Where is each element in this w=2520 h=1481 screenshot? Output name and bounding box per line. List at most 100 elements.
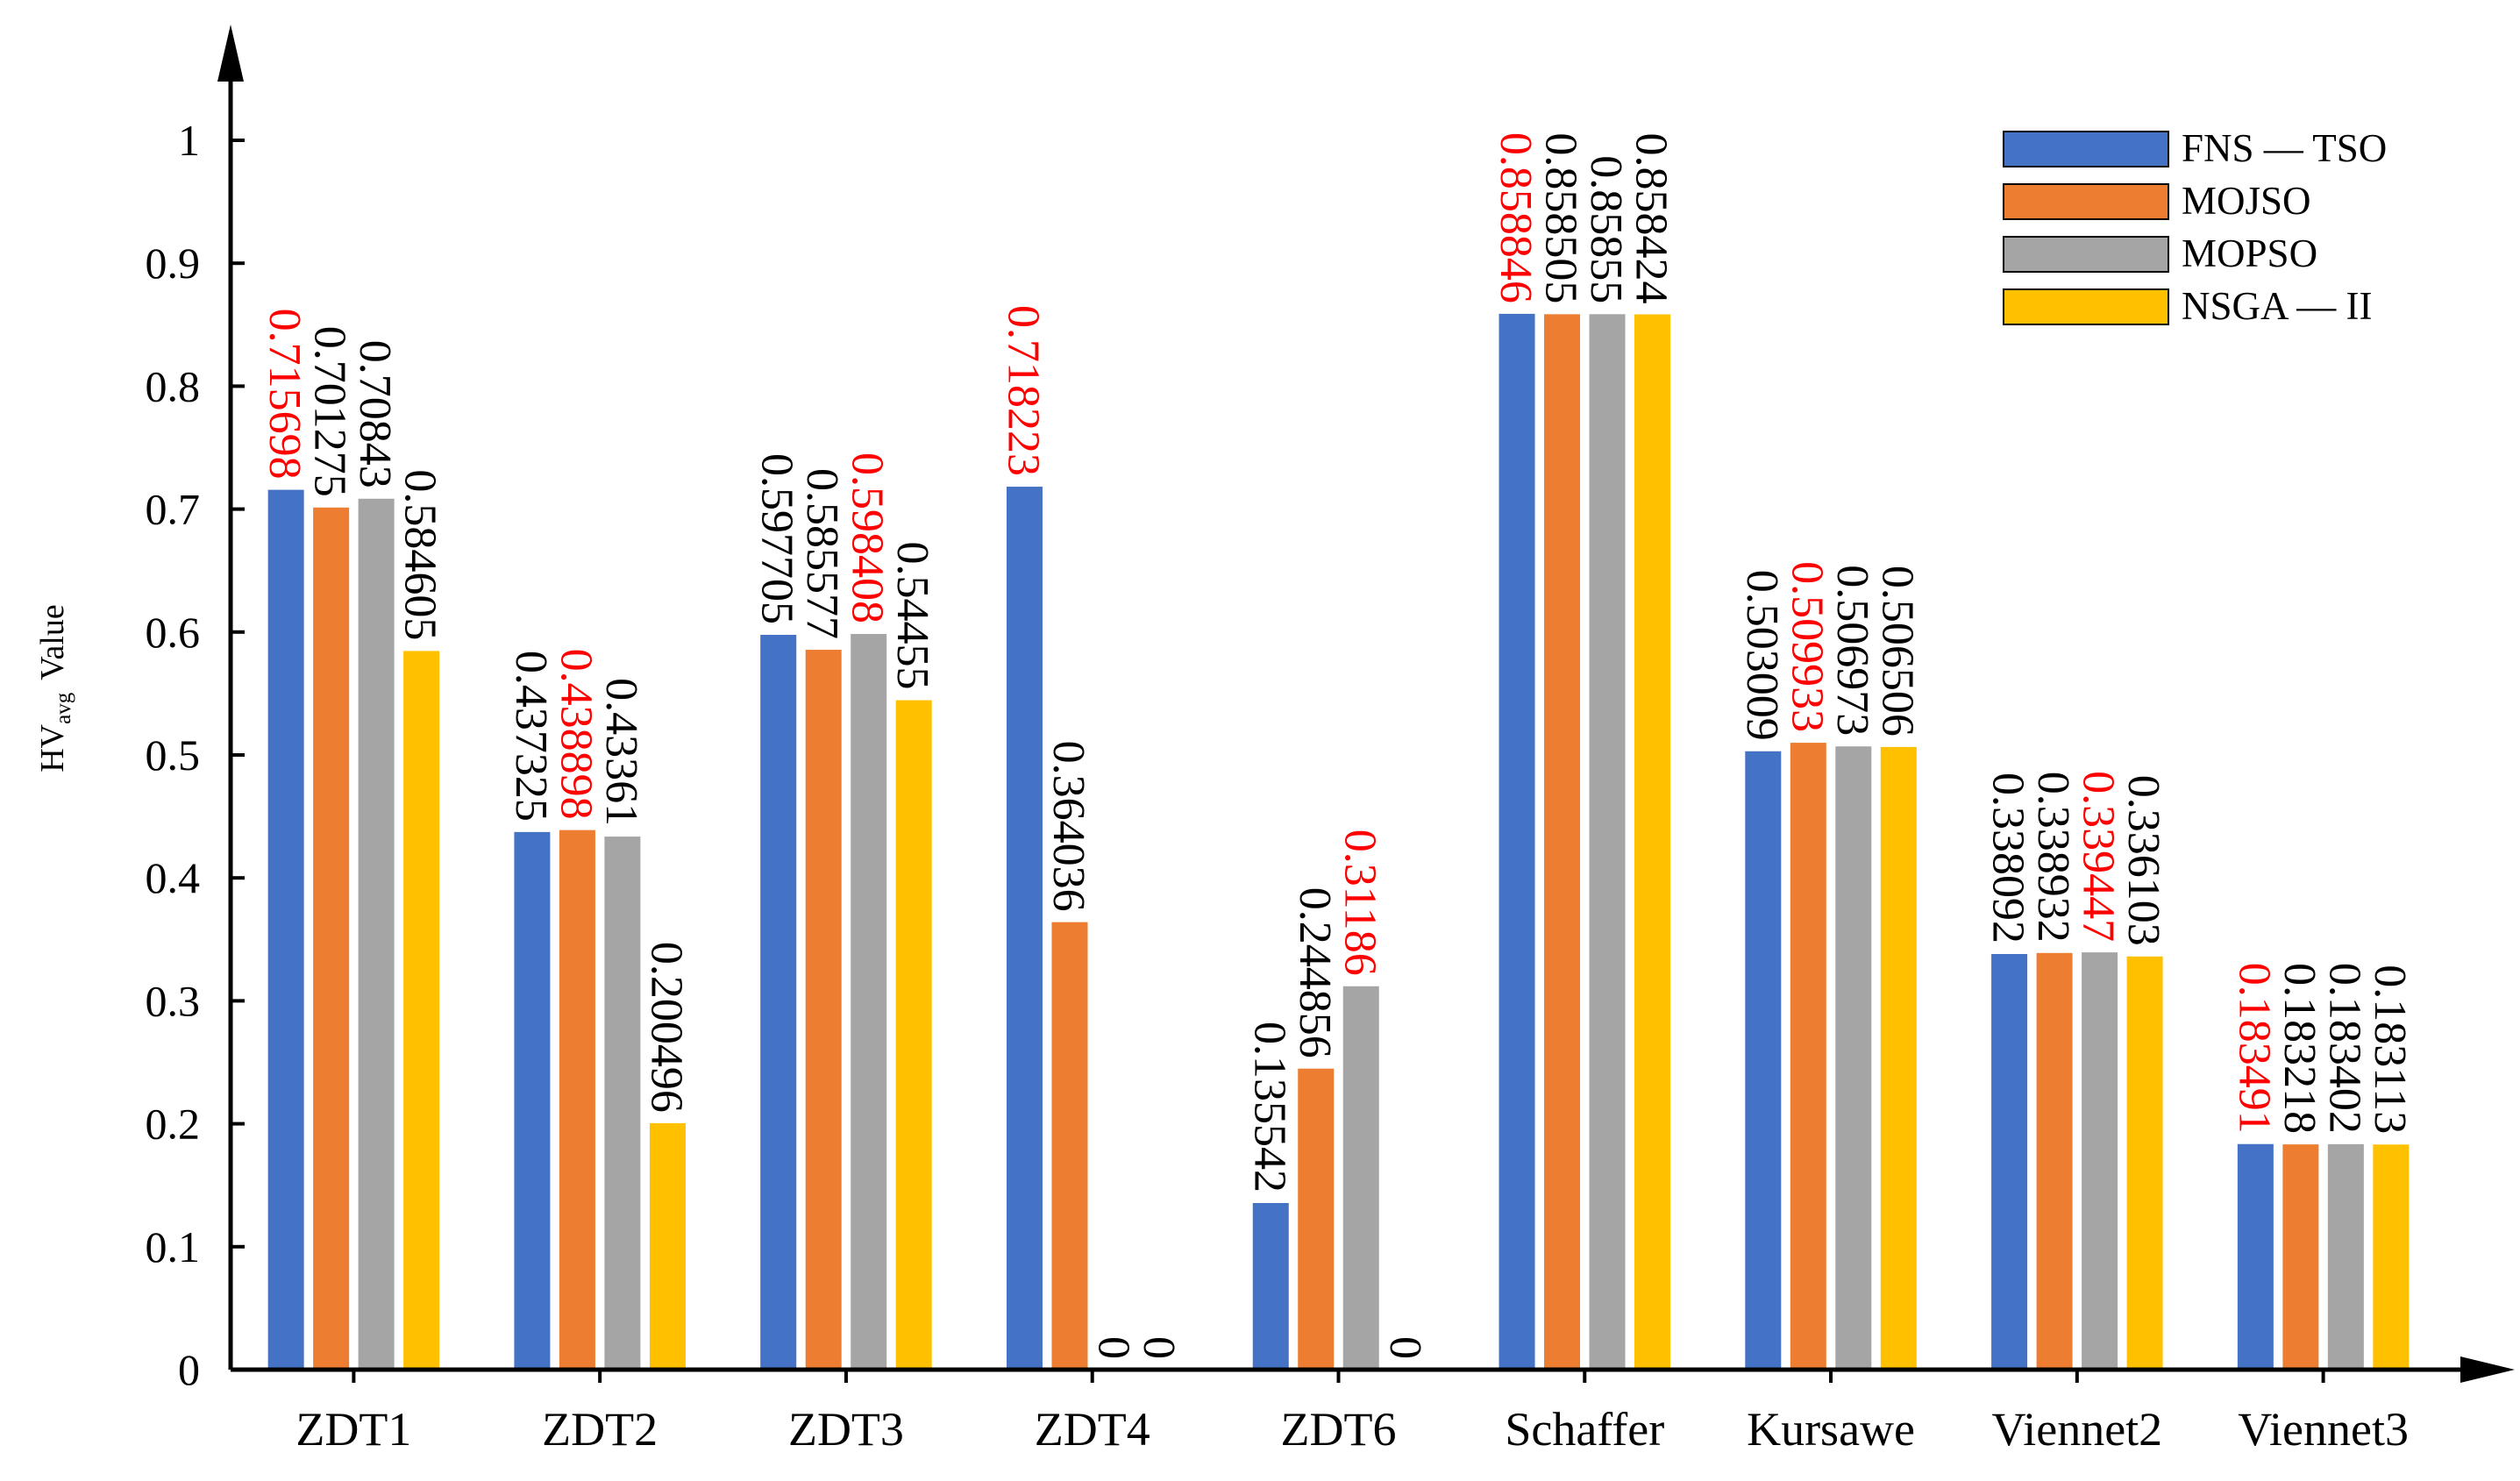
- bar-Viennet2-1: [2036, 952, 2073, 1370]
- y-axis-label: HVavg Value: [34, 604, 75, 773]
- x-tick-label-ZDT4: ZDT4: [1035, 1403, 1150, 1456]
- bar-Kursawe-3: [1880, 746, 1917, 1370]
- bar-Viennet2-2: [2082, 952, 2118, 1370]
- data-label-ZDT1-3: 0.584605: [395, 469, 445, 640]
- x-tick-label-Viennet2: Viennet2: [1991, 1403, 2162, 1456]
- legend-swatch-3: [2003, 288, 2169, 325]
- data-label-Viennet3-3: 0.183113: [2365, 965, 2415, 1134]
- data-label-Kursawe-2: 0.506973: [1827, 565, 1877, 736]
- legend-swatch-2: [2003, 236, 2169, 273]
- data-label-ZDT6-0: 0.135542: [1244, 1022, 1294, 1193]
- y-tick-label-0.7: 0.7: [146, 485, 201, 534]
- bar-ZDT6-0: [1252, 1202, 1289, 1370]
- data-label-Schaffer-1: 0.858505: [1536, 132, 1586, 303]
- data-label-Viennet3-2: 0.183402: [2319, 963, 2369, 1134]
- bar-ZDT2-0: [514, 831, 551, 1370]
- data-label-Viennet2-3: 0.336103: [2118, 775, 2168, 946]
- x-tick-label-Schaffer: Schaffer: [1505, 1403, 1664, 1456]
- data-label-ZDT4-3: 0: [1134, 1336, 1184, 1359]
- data-label-ZDT6-3: 0: [1380, 1336, 1430, 1359]
- x-ticks: ZDT1 ZDT2 ZDT3 ZDT4 ZDT6 Schaffer Kursawe Vienn…: [295, 1370, 2409, 1456]
- y-ticks: 0 0.1 0.2 0.3 0.4 0.5 0.6 0.7 0.8 0.9 1: [146, 116, 245, 1394]
- bar-ZDT6-1: [1298, 1068, 1335, 1370]
- data-label-ZDT3-1: 0.585577: [797, 468, 847, 639]
- axes: [217, 25, 2515, 1383]
- legend-label-0: FNS — TSO: [2182, 126, 2387, 170]
- x-tick-label-Viennet3: Viennet3: [2238, 1403, 2409, 1456]
- data-label-ZDT2-1: 0.438898: [551, 649, 601, 820]
- bar-labels-layer: 0.7156980.7012750.708430.5846050.4373250…: [260, 132, 2415, 1359]
- bar-ZDT2-3: [649, 1122, 686, 1370]
- legend-label-3: NSGA — II: [2182, 284, 2373, 328]
- data-label-Kursawe-0: 0.503009: [1737, 570, 1787, 741]
- bar-Viennet3-1: [2282, 1144, 2319, 1370]
- data-label-ZDT4-0: 0.718223: [998, 305, 1048, 476]
- data-label-ZDT6-2: 0.31186: [1335, 830, 1385, 976]
- data-label-ZDT1-1: 0.701275: [305, 326, 355, 497]
- legend-swatch-0: [2003, 131, 2169, 167]
- bar-Kursawe-2: [1835, 746, 1872, 1370]
- bar-ZDT1-1: [313, 507, 350, 1370]
- bars-layer: [267, 313, 2410, 1371]
- x-tick-label-ZDT3: ZDT3: [788, 1403, 904, 1456]
- data-label-ZDT2-3: 0.200496: [641, 942, 691, 1113]
- x-tick-label-ZDT6: ZDT6: [1281, 1403, 1397, 1456]
- data-label-Kursawe-1: 0.509933: [1782, 561, 1832, 732]
- y-axis-label-sub: avg: [52, 692, 75, 724]
- data-label-ZDT1-0: 0.715698: [260, 309, 310, 480]
- bar-ZDT2-1: [559, 830, 595, 1370]
- x-tick-label-ZDT2: ZDT2: [542, 1403, 658, 1456]
- x-tick-label-ZDT1: ZDT1: [295, 1403, 411, 1456]
- data-label-ZDT3-2: 0.598408: [843, 452, 893, 623]
- bar-Schaffer-3: [1634, 314, 1671, 1371]
- bar-ZDT1-0: [267, 489, 304, 1370]
- bar-Schaffer-0: [1498, 313, 1535, 1370]
- x-tick-label-Kursawe: Kursawe: [1747, 1403, 1915, 1456]
- bar-ZDT1-3: [403, 651, 440, 1370]
- data-label-ZDT1-2: 0.70843: [350, 340, 400, 488]
- y-tick-label-0: 0: [178, 1345, 200, 1394]
- bar-ZDT1-2: [358, 498, 395, 1370]
- y-tick-label-0.6: 0.6: [146, 608, 201, 657]
- y-axis-label-suffix: Value: [34, 604, 71, 680]
- data-label-ZDT4-2: 0: [1088, 1336, 1138, 1359]
- y-tick-label-0.2: 0.2: [146, 1100, 201, 1149]
- bar-Viennet2-3: [2126, 956, 2163, 1370]
- data-label-Viennet2-2: 0.339447: [2074, 771, 2124, 942]
- data-label-ZDT6-1: 0.244856: [1290, 887, 1340, 1058]
- bar-ZDT4-0: [1006, 487, 1043, 1370]
- y-axis-arrow: [217, 25, 244, 82]
- data-label-ZDT3-3: 0.54455: [887, 542, 937, 690]
- data-label-Viennet3-0: 0.183491: [2229, 963, 2279, 1134]
- bar-Viennet3-3: [2373, 1144, 2410, 1370]
- y-tick-label-0.1: 0.1: [146, 1222, 201, 1271]
- y-tick-label-0.8: 0.8: [146, 361, 201, 410]
- bar-Viennet3-0: [2237, 1143, 2274, 1370]
- bar-ZDT4-1: [1051, 922, 1088, 1370]
- y-tick-label-0.9: 0.9: [146, 239, 201, 288]
- data-label-Schaffer-0: 0.858846: [1491, 132, 1541, 303]
- bar-Viennet2-0: [1991, 953, 2028, 1370]
- bar-Schaffer-2: [1589, 314, 1626, 1371]
- data-label-ZDT4-1: 0.364036: [1043, 741, 1093, 912]
- data-label-Viennet2-1: 0.338932: [2028, 772, 2078, 943]
- y-tick-label-1: 1: [178, 116, 200, 165]
- data-label-Schaffer-3: 0.858424: [1627, 132, 1676, 303]
- legend: FNS — TSO MOJSO MOPSO NSGA — II: [2003, 126, 2387, 328]
- bar-ZDT6-2: [1342, 986, 1379, 1370]
- data-label-Viennet2-0: 0.338092: [1983, 773, 2033, 943]
- bar-Schaffer-1: [1544, 314, 1581, 1370]
- bar-Viennet3-2: [2327, 1143, 2364, 1370]
- y-tick-label-0.4: 0.4: [146, 853, 201, 902]
- bar-Kursawe-1: [1790, 743, 1826, 1370]
- bar-ZDT3-2: [851, 634, 887, 1370]
- y-tick-label-0.5: 0.5: [146, 730, 201, 780]
- data-label-ZDT2-0: 0.437325: [506, 651, 556, 822]
- data-label-ZDT2-2: 0.43361: [596, 678, 646, 826]
- data-label-Viennet3-1: 0.183218: [2274, 963, 2324, 1134]
- bar-ZDT2-2: [604, 837, 641, 1370]
- legend-swatch-1: [2003, 183, 2169, 220]
- data-label-Schaffer-2: 0.85855: [1581, 155, 1631, 303]
- bar-ZDT3-0: [760, 635, 797, 1370]
